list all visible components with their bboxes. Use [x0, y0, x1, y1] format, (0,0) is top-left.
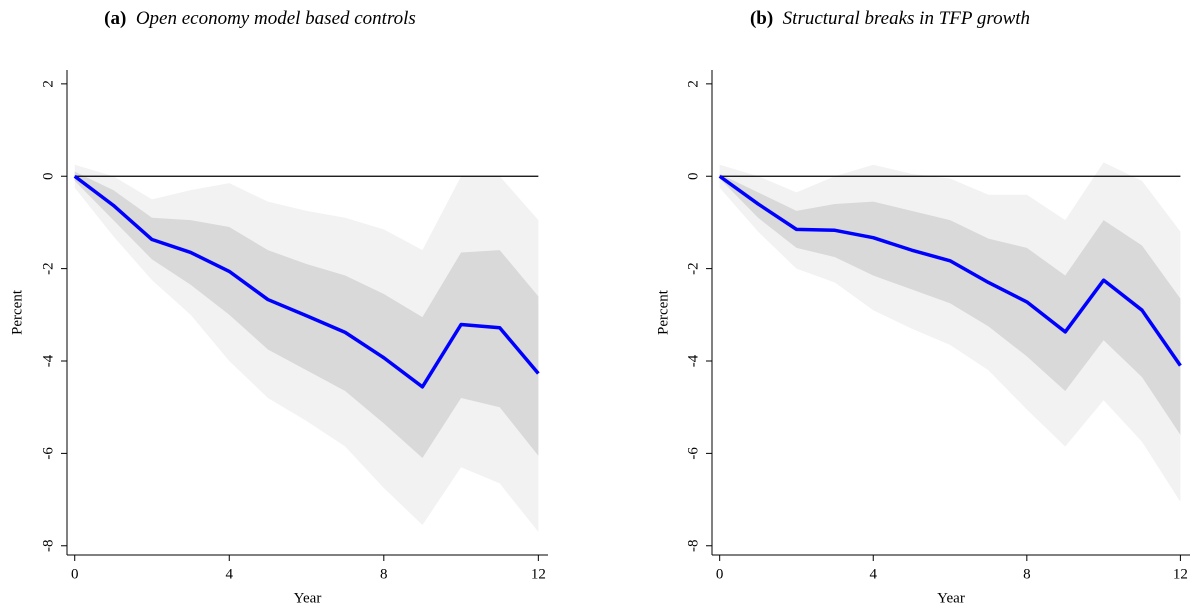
y-tick-label: 0: [685, 172, 701, 180]
line: [73, 174, 540, 389]
x-axis-label: Year: [937, 590, 965, 606]
panel-title-text: Open economy model based controls: [136, 8, 416, 29]
y-tick-label: 2: [40, 80, 56, 88]
y-tick-label: -6: [40, 447, 56, 460]
panel-title: (a) Open economy model based controls: [104, 8, 416, 29]
panel-title: (b) Structural breaks in TFP growth: [750, 8, 1030, 29]
x-tick-label: 12: [531, 566, 546, 582]
panel-label: (b): [750, 8, 773, 29]
y-tick-label: -4: [685, 354, 701, 367]
panel-label: (a): [104, 8, 126, 29]
y-tick-label: -8: [40, 540, 56, 553]
x-tick-label: 0: [71, 566, 79, 582]
y-tick-label: -4: [40, 354, 56, 367]
x-tick-label: 4: [870, 566, 878, 582]
x-axis-label: Year: [294, 590, 322, 606]
y-axis-label: Percent: [655, 289, 671, 335]
y-axis-label: Percent: [9, 289, 25, 335]
y-tick-label: -2: [40, 262, 56, 275]
x-tick-label: 4: [226, 566, 234, 582]
x-tick-label: 0: [716, 566, 724, 582]
y-tick-label: -8: [685, 540, 701, 553]
y-tick-label: -2: [685, 262, 701, 275]
x-tick-label: 8: [380, 566, 388, 582]
x-tick-label: 8: [1023, 566, 1031, 582]
x-tick-label: 12: [1173, 566, 1188, 582]
line: [718, 174, 1182, 367]
panel-title-text: Structural breaks in TFP growth: [783, 8, 1030, 29]
y-tick-label: 0: [40, 172, 56, 180]
confidence-band: [719, 173, 1181, 435]
y-tick-label: 2: [685, 80, 701, 88]
y-tick-label: -6: [685, 447, 701, 460]
